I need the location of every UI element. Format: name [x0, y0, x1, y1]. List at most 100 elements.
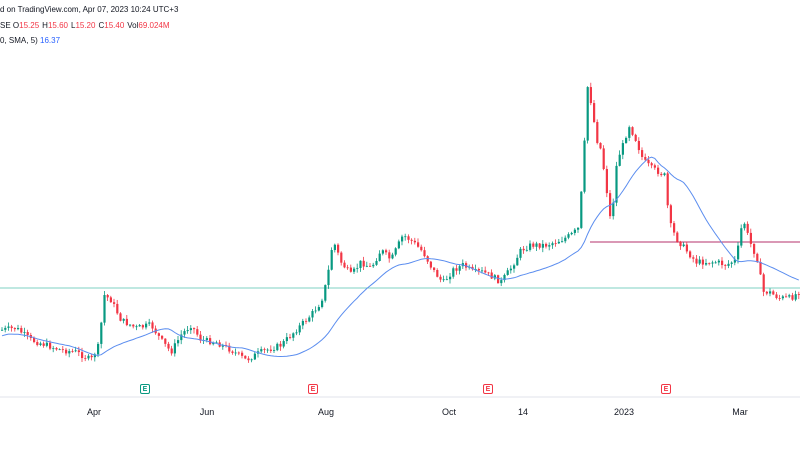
- time-axis-label: Apr: [86, 407, 102, 417]
- earnings-event-marker[interactable]: E: [308, 384, 318, 394]
- candle-body: [621, 143, 624, 155]
- ohlc-key: C: [98, 21, 105, 30]
- candle-body: [673, 223, 676, 233]
- candle-body: [183, 331, 186, 335]
- candle-body: [372, 264, 375, 267]
- candle-body: [305, 320, 308, 322]
- candle-body: [234, 352, 237, 354]
- candle-body: [737, 245, 740, 260]
- candle-body: [327, 269, 330, 286]
- ohlc-value: 15.20: [75, 21, 96, 30]
- candle-body: [529, 243, 532, 250]
- candle-body: [727, 263, 730, 266]
- candle-body: [769, 291, 772, 294]
- candle-body: [13, 328, 16, 330]
- time-axis-label: Jun: [199, 407, 215, 417]
- candle-body: [119, 313, 122, 321]
- candle-body: [698, 259, 701, 264]
- candle-body: [701, 259, 704, 265]
- ohlc-key: L: [70, 21, 76, 30]
- candle-body: [356, 267, 359, 269]
- candle-body: [551, 243, 554, 246]
- ohlc-key: Vol: [127, 21, 139, 30]
- candle-body: [397, 241, 400, 249]
- candle-body: [276, 343, 279, 351]
- candle-body: [724, 265, 727, 266]
- candle-body: [708, 263, 711, 264]
- candle-body: [253, 353, 256, 360]
- candle-body: [260, 349, 263, 352]
- candle-body: [186, 330, 189, 332]
- candle-body: [33, 337, 36, 343]
- candle-body: [465, 263, 468, 268]
- earnings-event-marker[interactable]: E: [661, 384, 671, 394]
- candle-body: [308, 317, 311, 322]
- candle-body: [410, 239, 413, 241]
- candle-body: [196, 329, 199, 335]
- candle-body: [65, 349, 68, 354]
- candle-body: [420, 246, 423, 251]
- candle-body: [535, 243, 538, 247]
- ohlc-values: O15.25 H15.60 L15.20 C15.40 Vol69.024M: [13, 21, 173, 30]
- candle-body: [362, 260, 365, 267]
- sma-value: 16.37: [40, 36, 61, 45]
- candle-body: [333, 244, 336, 251]
- candle-body: [599, 142, 602, 149]
- candle-body: [660, 173, 663, 176]
- candle-body: [445, 279, 448, 281]
- candle-body: [705, 263, 708, 265]
- candle-body: [644, 156, 647, 160]
- candle-body: [58, 349, 61, 351]
- candle-body: [93, 354, 96, 358]
- candle-body: [164, 338, 167, 344]
- candle-body: [756, 253, 759, 262]
- candle-body: [525, 249, 528, 251]
- candle-body: [317, 307, 320, 311]
- candle-body: [717, 260, 720, 263]
- candle-body: [161, 335, 164, 339]
- candle-body: [292, 333, 295, 338]
- candle-body: [541, 243, 544, 248]
- candle-body: [580, 191, 583, 228]
- candle-body: [785, 296, 788, 298]
- candle-body: [417, 242, 420, 247]
- candle-body: [285, 337, 288, 342]
- candle-body: [602, 148, 605, 170]
- candle-body: [199, 334, 202, 341]
- candle-body: [413, 240, 416, 243]
- candle-body: [4, 327, 7, 330]
- candle-body: [125, 318, 128, 326]
- candle-body: [637, 140, 640, 151]
- candle-body: [538, 243, 541, 248]
- candle-body: [177, 340, 180, 344]
- candle-body: [615, 165, 618, 203]
- candle-body: [180, 334, 183, 341]
- candle-body: [1, 329, 4, 331]
- candle-body: [20, 328, 23, 333]
- earnings-event-marker[interactable]: E: [483, 384, 493, 394]
- time-axis-label: 2023: [613, 407, 635, 417]
- candle-body: [593, 103, 596, 123]
- candle-body: [493, 275, 496, 279]
- candle-body: [481, 270, 484, 272]
- symbol-tail: SE: [0, 21, 11, 30]
- candle-body: [650, 163, 653, 166]
- candle-body: [138, 325, 141, 327]
- candle-body: [39, 343, 42, 345]
- candle-body: [781, 296, 784, 299]
- candle-body: [359, 260, 362, 268]
- candle-body: [237, 352, 240, 354]
- candle-body: [487, 272, 490, 274]
- candle-body: [263, 349, 266, 350]
- earnings-event-marker[interactable]: E: [140, 384, 150, 394]
- candle-body: [231, 351, 234, 353]
- candle-body: [497, 275, 500, 284]
- candle-body: [570, 232, 573, 235]
- candle-body: [753, 243, 756, 254]
- candle-body: [628, 127, 631, 138]
- candle-body: [596, 122, 599, 143]
- candle-body: [189, 328, 192, 331]
- candle-body: [618, 154, 621, 166]
- candle-body: [26, 332, 29, 336]
